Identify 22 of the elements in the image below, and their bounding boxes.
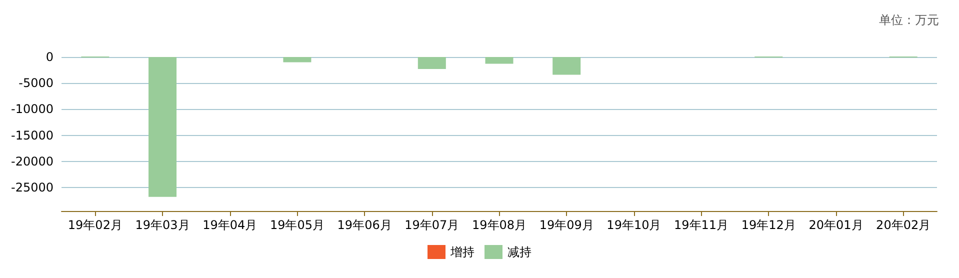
x-tick-label: 19年06月: [337, 218, 392, 232]
x-tick-label: 19年02月: [68, 218, 122, 232]
y-tick-label: 0: [46, 50, 54, 64]
x-tick-label: 19年04月: [202, 218, 258, 232]
x-tick-label: 20年02月: [876, 218, 931, 232]
legend-label: 增持: [450, 245, 474, 259]
x-tick-label: 19年11月: [674, 218, 729, 232]
text: 单位：万元: [879, 13, 939, 27]
x-tick-label: 19年03月: [135, 218, 190, 232]
x-tick-label: 19年10月: [606, 218, 662, 232]
y-tick-label: -5000: [18, 76, 54, 90]
x-tick-label: 19年09月: [539, 218, 594, 232]
x-tick-label: 19年07月: [404, 218, 460, 232]
x-tick-label: 19年05月: [270, 218, 324, 232]
x-tick-label: 19年08月: [472, 218, 527, 232]
legend-label: 减持: [508, 245, 532, 259]
y-tick-label: -15000: [10, 128, 54, 142]
x-tick-label: 19年12月: [741, 218, 796, 232]
x-tick-label: 20年01月: [808, 218, 864, 232]
y-tick-label: -25000: [10, 180, 54, 195]
y-tick-label: -20000: [10, 154, 54, 168]
y-tick-label: -10000: [10, 102, 54, 116]
